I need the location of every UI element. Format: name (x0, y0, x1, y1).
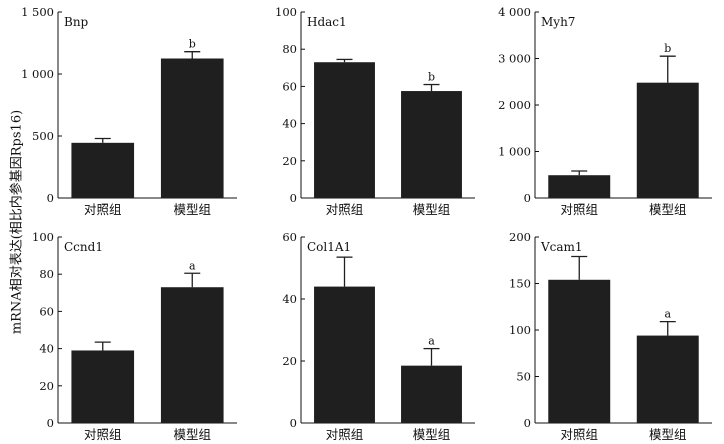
panel-5-x-tick-label-1: 模型组 (649, 427, 687, 442)
panel-0-significance-label-1: b (189, 38, 196, 51)
panel-5-bar-0 (548, 279, 611, 423)
panel-2-x-tick-label-1: 模型组 (649, 202, 687, 217)
panel-3-y-tick-label: 40 (39, 342, 54, 356)
panel-1-y-tick-label: 60 (282, 79, 297, 93)
panel-2-title: Myh7 (541, 15, 575, 29)
panel-3-y-tick-label: 20 (39, 379, 54, 393)
panel-1-bar-1 (401, 91, 462, 198)
panel-1-x-tick-label-0: 对照组 (326, 202, 364, 217)
panel-0-y-tick-label: 1 500 (21, 5, 54, 19)
panel-5-y-tick-label: 100 (509, 323, 531, 337)
panel-4-significance-label-1: a (428, 335, 435, 348)
panel-3-bar-1 (160, 287, 224, 423)
panel-0-bar-0 (71, 142, 135, 198)
panel-4-bar-1 (401, 365, 462, 423)
panel-3-y-tick-label: 0 (47, 416, 54, 430)
panel-2-y-tick-label: 3 000 (498, 52, 531, 66)
panel-5-title: Vcam1 (540, 240, 583, 254)
panel-1-y-tick-label: 80 (282, 42, 297, 56)
panel-3-y-tick-label: 80 (39, 267, 54, 281)
panel-0-y-tick-label: 500 (32, 129, 54, 143)
panel-3-y-tick-label: 60 (39, 304, 54, 318)
panel-3-bar-0 (71, 350, 135, 423)
panel-5-y-tick-label: 0 (524, 416, 531, 430)
panel-4-y-tick-label: 40 (282, 292, 297, 306)
panel-0-y-tick-label: 1 000 (21, 67, 54, 81)
panel-1-x-tick-label-1: 模型组 (413, 202, 451, 217)
panel-3-y-tick-label: 100 (32, 230, 54, 244)
panel-5-significance-label-1: a (664, 308, 671, 321)
panel-1-significance-label-1: b (428, 71, 435, 84)
panel-5-y-tick-label: 50 (516, 370, 531, 384)
panel-5-y-tick-label: 150 (509, 277, 531, 291)
panel-1-title: Hdac1 (307, 15, 347, 29)
panel-4-x-tick-label-1: 模型组 (413, 427, 451, 442)
panel-0-y-tick-label: 0 (47, 191, 54, 205)
panel-1-y-tick-label: 20 (282, 154, 297, 168)
panel-4-y-tick-label: 60 (282, 230, 297, 244)
panel-0-x-tick-label-1: 模型组 (173, 202, 211, 217)
panel-2-significance-label-1: b (664, 42, 671, 55)
panel-5-x-tick-label-0: 对照组 (560, 427, 598, 442)
panel-5-bar-1 (636, 335, 699, 423)
panel-4-bar-0 (314, 286, 375, 423)
panel-4-y-tick-label: 0 (290, 416, 297, 430)
panel-0-title: Bnp (64, 15, 89, 29)
panel-3-x-tick-label-1: 模型组 (173, 427, 211, 442)
panel-0-bar-1 (160, 58, 224, 198)
panel-1-y-tick-label: 40 (282, 117, 297, 131)
panel-4-x-tick-label-0: 对照组 (326, 427, 364, 442)
panel-5-y-tick-label: 200 (509, 230, 531, 244)
panel-2-y-tick-label: 0 (524, 191, 531, 205)
panel-1-bar-0 (314, 62, 375, 198)
panel-4-y-tick-label: 20 (282, 354, 297, 368)
panel-2-y-tick-label: 2 000 (498, 98, 531, 112)
panel-0-x-tick-label-0: 对照组 (84, 202, 122, 217)
panel-2-y-tick-label: 1 000 (498, 145, 531, 159)
panel-3-x-tick-label-0: 对照组 (84, 427, 122, 442)
panel-2-y-tick-label: 4 000 (498, 5, 531, 19)
panel-1-y-tick-label: 0 (290, 191, 297, 205)
panel-2-bar-1 (636, 82, 699, 198)
panel-1-y-tick-label: 100 (275, 5, 297, 19)
panel-2-bar-0 (548, 175, 611, 198)
panel-3-significance-label-1: a (189, 259, 196, 272)
panel-4-title: Col1A1 (307, 240, 351, 254)
panel-2-x-tick-label-0: 对照组 (560, 202, 598, 217)
panel-3-title: Ccnd1 (64, 240, 103, 254)
